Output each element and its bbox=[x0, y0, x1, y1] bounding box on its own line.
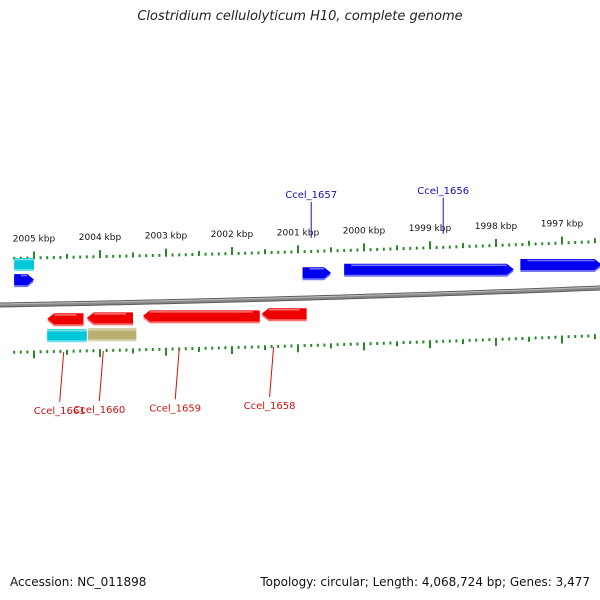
tick-label: 1999 kbp bbox=[409, 224, 452, 234]
map-title: Clostridium cellulolyticum H10, complete… bbox=[137, 9, 463, 24]
backbone-layer bbox=[0, 285, 600, 308]
forward-gene-label: Ccel_1657 bbox=[285, 190, 337, 201]
accession-text: Accession: NC_011898 bbox=[10, 575, 147, 589]
tick-label: 2000 kbp bbox=[343, 226, 386, 236]
reverse-label-leader bbox=[59, 351, 65, 402]
reverse-label-leader bbox=[98, 351, 104, 402]
tick-label: 1997 kbp bbox=[541, 219, 584, 229]
feature-layer bbox=[14, 258, 600, 343]
tick-layer: 2005 kbp 2004 kbp 2003 kbp 2002 kbp 2001 kbp… bbox=[13, 219, 596, 359]
reverse-feature-arrow bbox=[47, 313, 84, 325]
reverse-gene-label: Ccel_1659 bbox=[149, 403, 201, 414]
reverse-feature-arrow bbox=[142, 310, 260, 322]
forward-feature-arrow bbox=[520, 259, 600, 270]
tick-label: 2005 kbp bbox=[13, 234, 56, 244]
tick-label: 2003 kbp bbox=[145, 232, 188, 242]
forward-feature-arrow bbox=[14, 274, 34, 286]
reverse-label-leader bbox=[269, 346, 275, 398]
backbone-highlight bbox=[0, 286, 600, 305]
tick-label: 1998 kbp bbox=[475, 222, 518, 232]
reverse-gene-label: Ccel_1660 bbox=[73, 405, 125, 416]
reverse-feature-arrow bbox=[47, 329, 87, 341]
forward-gene-label: Ccel_1656 bbox=[417, 186, 469, 197]
reverse-feature-arrow bbox=[86, 312, 133, 324]
forward-feature-arrow bbox=[344, 263, 514, 275]
tick-label: 2001 kbp bbox=[277, 228, 320, 238]
backbone-line bbox=[0, 286, 600, 307]
reverse-feature-arrow bbox=[261, 308, 307, 320]
tick-label: 2002 kbp bbox=[211, 230, 254, 240]
forward-feature-arrow bbox=[14, 258, 34, 270]
genome-summary-text: Topology: circular; Length: 4,068,724 bp… bbox=[260, 575, 590, 589]
reverse-label-leader bbox=[174, 349, 180, 400]
reverse-gene-label: Ccel_1661 bbox=[34, 406, 86, 417]
forward-feature-arrow bbox=[302, 267, 331, 279]
tick-label: 2004 kbp bbox=[79, 233, 122, 243]
reverse-gene-label: Ccel_1658 bbox=[244, 401, 296, 412]
reverse-feature-arrow bbox=[88, 328, 137, 340]
